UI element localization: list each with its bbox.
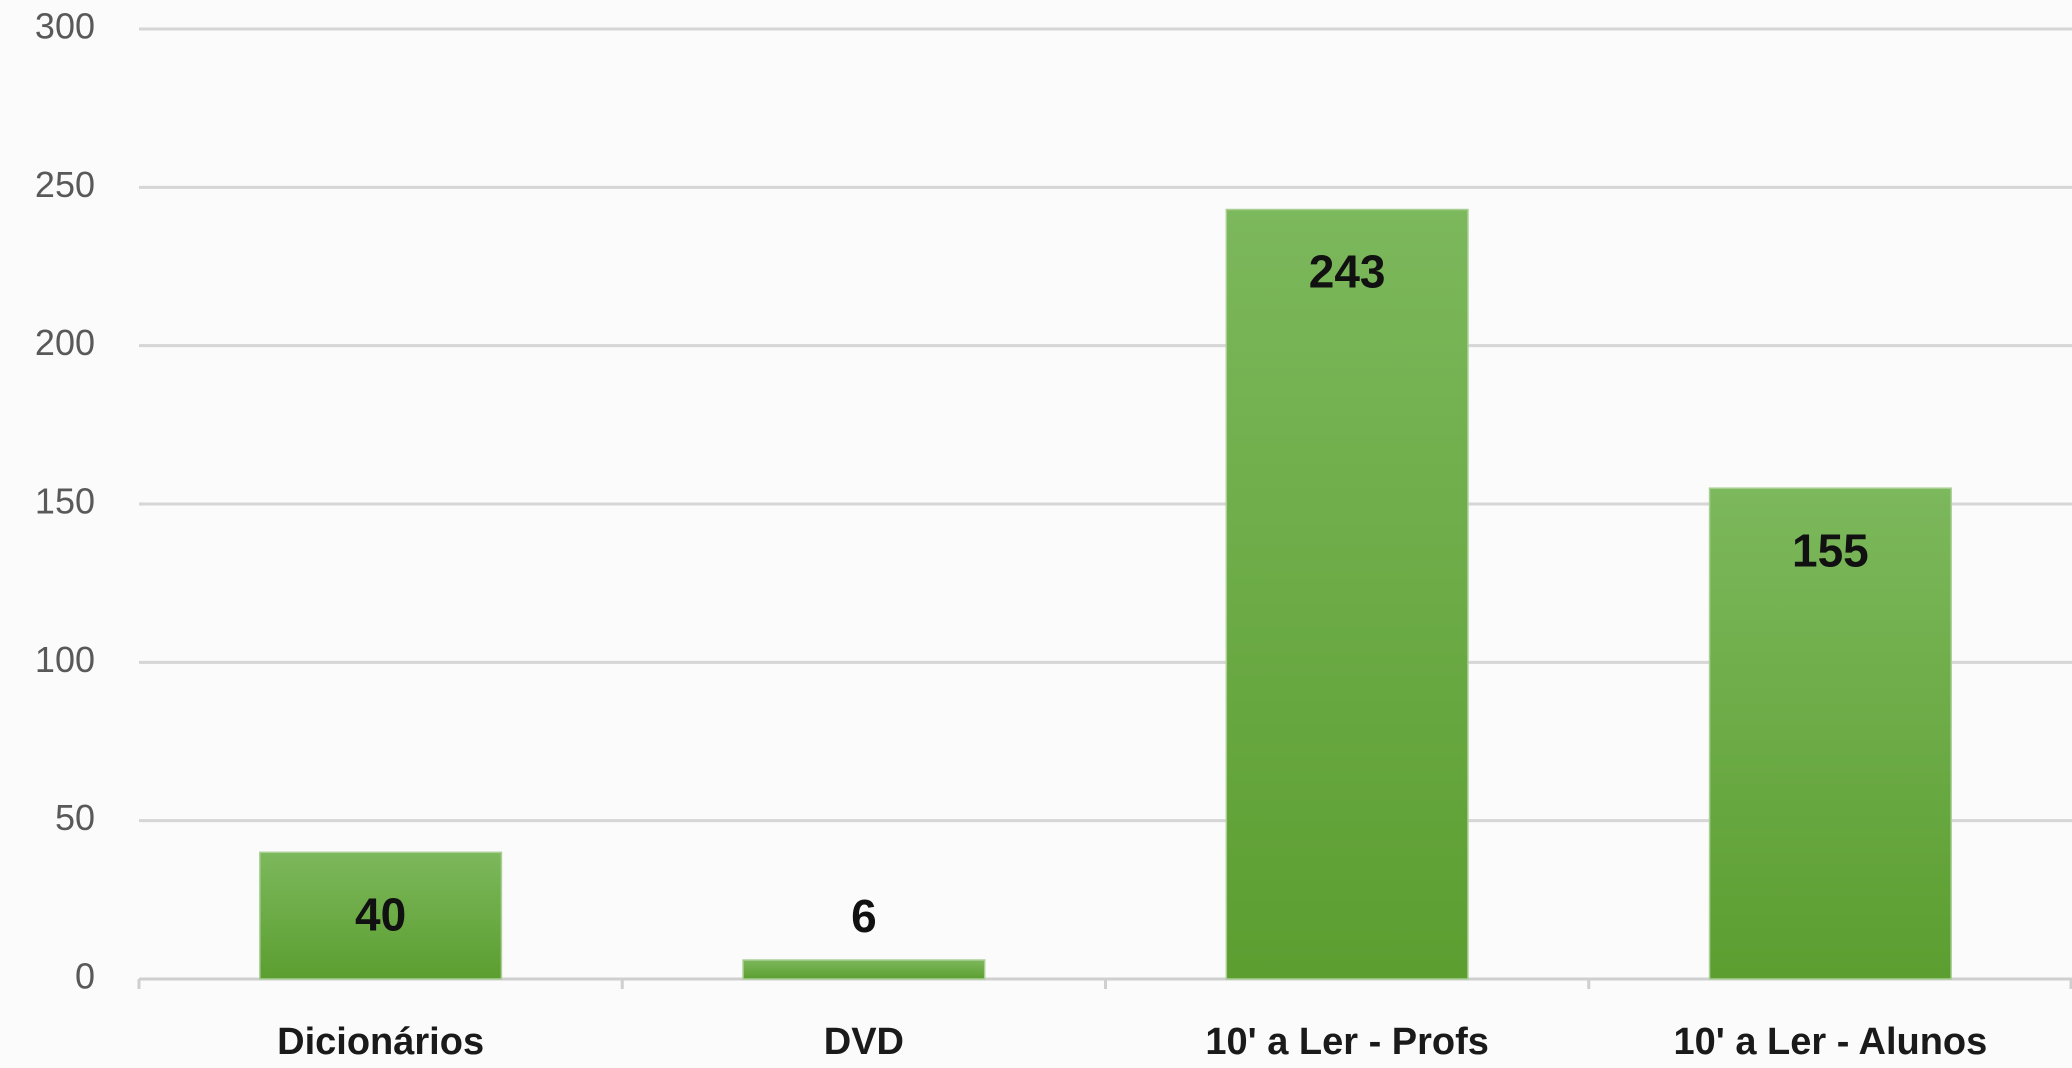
bar — [1708, 487, 1952, 980]
x-tick-label: 10' a Ler - Alunos — [1673, 1021, 1987, 1063]
data-label: 155 — [1792, 524, 1869, 576]
y-tick-label: 300 — [35, 6, 95, 47]
bar — [1225, 208, 1469, 980]
x-tick-label: DVD — [824, 1021, 904, 1063]
y-tick-label: 0 — [75, 956, 95, 997]
y-tick-label: 150 — [35, 481, 95, 522]
y-tick-label: 250 — [35, 164, 95, 205]
data-label: 6 — [851, 890, 877, 942]
x-tick-label: Dicionários — [277, 1021, 484, 1063]
x-tick-label: 10' a Ler - Profs — [1205, 1021, 1489, 1063]
y-tick-label: 200 — [35, 322, 95, 363]
data-label: 40 — [355, 888, 406, 940]
bar — [742, 959, 986, 980]
data-label: 243 — [1309, 246, 1386, 298]
bar — [259, 851, 503, 980]
y-tick-label: 50 — [55, 797, 95, 838]
y-tick-label: 100 — [35, 639, 95, 680]
